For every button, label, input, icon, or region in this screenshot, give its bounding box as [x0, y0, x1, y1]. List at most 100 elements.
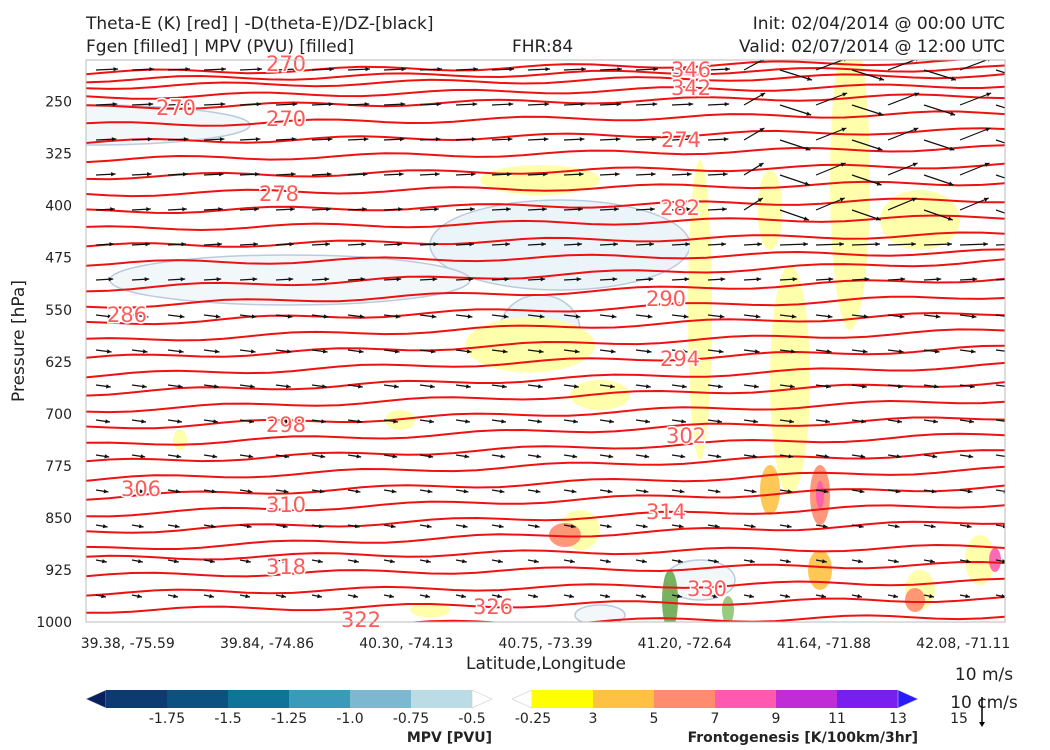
wind-vector-head [725, 67, 730, 72]
wind-vector-head [689, 67, 694, 72]
wind-vector-head [861, 419, 866, 424]
wind-vector [995, 524, 1005, 528]
wind-vector-head [256, 102, 262, 107]
wind-vector-head [497, 594, 502, 599]
theta-e-label: 278 [259, 182, 299, 206]
y-tick-label: 775 [45, 459, 72, 475]
wind-vector-head [138, 559, 143, 564]
wind-vector-head [574, 349, 580, 354]
wind-vector [815, 60, 845, 71]
wind-vector-head [718, 349, 724, 354]
wind-vector [851, 139, 883, 151]
theta-e-line [86, 344, 1005, 379]
mpv-tick-label: -1.0 [336, 711, 363, 727]
wind-vector-head [395, 314, 401, 319]
wind-vector [887, 243, 917, 246]
wind-vector-head [680, 454, 686, 459]
wind-vector-head [614, 207, 619, 212]
wind-vector-head [678, 559, 683, 564]
wind-vector-head [509, 67, 514, 72]
wind-vector-head [472, 102, 478, 107]
wind-vector-head [893, 594, 898, 599]
filled-region-core [905, 588, 925, 612]
wind-vector-head [250, 384, 255, 389]
y-tick-label: 850 [45, 511, 72, 527]
wind-vector [779, 243, 809, 246]
filled-region-core [549, 523, 581, 547]
wind-vector-head [180, 277, 186, 282]
wind-vector-head [396, 277, 402, 282]
wind-vector-head [216, 277, 222, 282]
wind-vector-head [255, 137, 261, 142]
wind-vector-head [426, 524, 432, 529]
wind-vector [851, 104, 884, 116]
wind-vector-head [389, 594, 394, 599]
wind-vector-head [106, 349, 112, 354]
theta-e-label: 270 [266, 107, 306, 131]
wind-vector-head [141, 419, 146, 424]
wind-vector-head [209, 594, 214, 599]
theta-e-label: 318 [266, 555, 306, 579]
theta-e-line [86, 93, 1005, 110]
wind-vector-head [110, 207, 115, 212]
wind-vector-head [539, 314, 545, 319]
wind-vector-head [210, 559, 215, 564]
wind-vector-head [1022, 112, 1027, 116]
wind-vector-head [967, 489, 973, 494]
wind-vector-head [610, 349, 616, 354]
wind-vector [815, 127, 847, 141]
wind-vector-head [857, 594, 862, 599]
axes: 250 325 400 475 550 625 700 775 850 925 1000 39.38,… [36, 95, 1010, 652]
theta-e-line [86, 197, 1005, 215]
mpv-tick-label: -0.25 [515, 711, 551, 727]
wind-vector-head [724, 102, 730, 107]
wind-vector-head [394, 349, 400, 354]
fgen-extend-low [511, 689, 533, 709]
wind-vector-head [467, 314, 473, 319]
wind-vector-head [930, 524, 936, 529]
wind-vector-head [505, 242, 510, 247]
wind-vector [923, 69, 957, 81]
mpv-extend-low [85, 689, 107, 709]
wind-vector-head [972, 277, 978, 282]
theta-e-line [86, 399, 1005, 430]
mpv-extend-high [471, 689, 493, 709]
filled-region [480, 165, 600, 195]
wind-vector-head [608, 454, 614, 459]
theta-e-line [86, 504, 1005, 534]
wind-vector-head [285, 419, 290, 424]
wind-vector-head [749, 594, 754, 599]
theta-e-line [86, 214, 1005, 232]
wind-vector-head [178, 384, 183, 389]
wind-vector-head [842, 92, 848, 97]
theta-e-label: 322 [341, 608, 381, 632]
wind-vector-head [572, 454, 578, 459]
wind-vector-head [463, 489, 469, 494]
wind-vector-head [611, 314, 617, 319]
theta-e-line [86, 60, 1005, 76]
wind-vector-head [541, 242, 546, 247]
wind-vector [743, 60, 764, 71]
wind-vector-head [289, 242, 294, 247]
wind-vector-head [610, 384, 615, 389]
wind-vector-head [250, 349, 256, 354]
theta-e-line [86, 449, 1005, 482]
wind-vector-head [822, 559, 827, 564]
wind-vector-head [317, 594, 322, 599]
wind-vector-head [469, 242, 474, 247]
wind-vector [887, 162, 918, 176]
wind-vector-head [137, 594, 142, 599]
fgen-tick-label: 13 [889, 711, 907, 727]
wind-vector-head [109, 242, 114, 247]
wind-vector-head [504, 277, 510, 282]
y-tick-label: 400 [45, 199, 72, 215]
wind-vector-head [754, 384, 759, 389]
wind-vector-head [286, 384, 291, 389]
wind-vector-head [354, 559, 359, 564]
wind-vector [995, 244, 1005, 246]
wind-vector-head [543, 172, 548, 177]
wind-vector-head [643, 489, 649, 494]
wind-vector-head [911, 242, 916, 247]
wind-vector [995, 454, 1005, 457]
